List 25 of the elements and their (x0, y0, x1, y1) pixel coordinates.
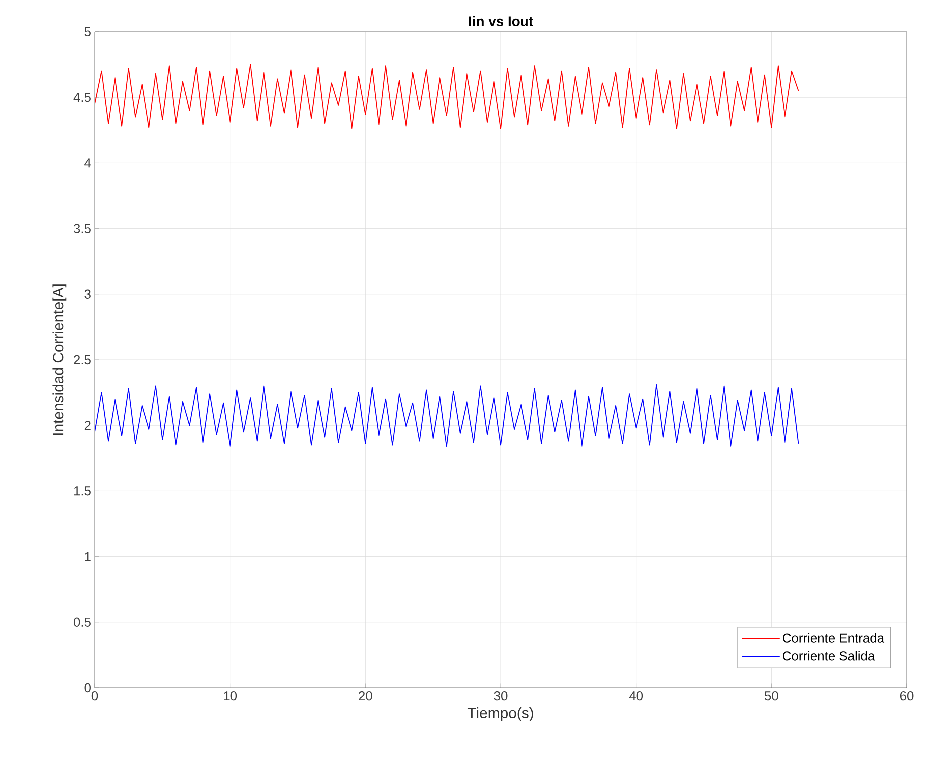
line-series (95, 64, 800, 130)
y-tick-label: 2 (84, 421, 91, 430)
x-tick-label: 10 (224, 692, 238, 701)
y-tick-label: 4 (84, 158, 92, 168)
y-axis-title: Intensidad Corriente[A] (52, 284, 67, 436)
legend-label: Corriente Entrada (783, 633, 885, 643)
line-series (95, 384, 800, 448)
x-tick-label: 40 (629, 692, 644, 701)
y-tick-label: 1 (85, 552, 91, 562)
y-tick-label: 0.5 (74, 618, 91, 627)
y-tick-label: 1.5 (74, 486, 91, 496)
x-tick-label: 30 (494, 692, 508, 701)
chart-title: Iin vs Iout (469, 16, 534, 27)
y-tick-label: 4.5 (74, 93, 91, 102)
y-tick-label: 5 (84, 27, 91, 37)
y-tick-label: 2.5 (74, 355, 91, 365)
x-tick-label: 60 (900, 692, 914, 701)
x-tick-label: 0 (92, 692, 98, 701)
legend-label: Corriente Salida (783, 651, 876, 661)
y-tick-label: 3 (84, 290, 91, 299)
y-tick-label: 3.5 (74, 224, 91, 234)
x-tick-label: 20 (359, 692, 372, 701)
y-tick-label: 0 (84, 683, 91, 693)
x-tick-label: 50 (764, 692, 778, 701)
x-axis-title: Tiempo(s) (468, 708, 534, 722)
